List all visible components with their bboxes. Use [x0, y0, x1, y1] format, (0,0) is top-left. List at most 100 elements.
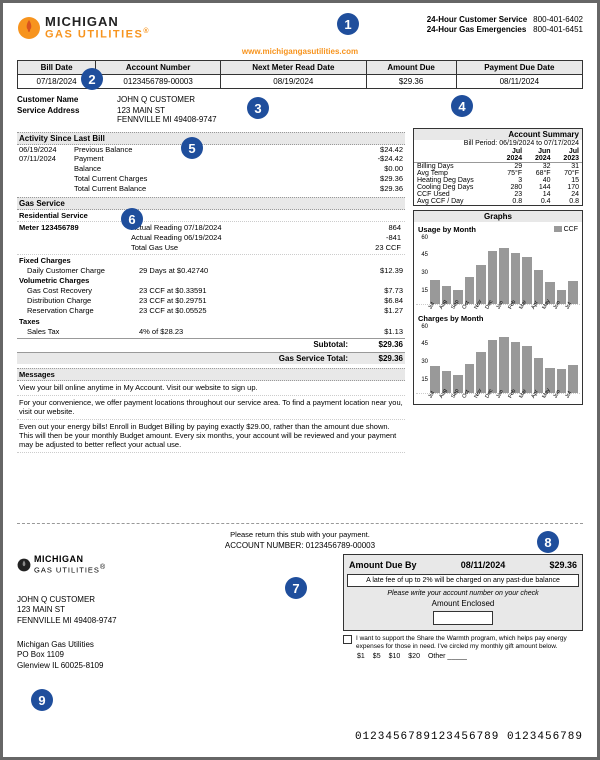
chart-bar: [511, 253, 521, 303]
graphs-header: Graphs: [414, 211, 582, 222]
amount-due-label: Amount Due By: [349, 560, 417, 570]
amount-due-date: 08/11/2024: [461, 560, 506, 570]
callout-2: 2: [81, 68, 103, 90]
callout-8: 8: [537, 531, 559, 553]
amount-due-box: Amount Due By 08/11/2024 $29.36 A late fee…: [343, 554, 583, 631]
cs-line1: 24-Hour Customer Service: [427, 15, 527, 24]
callout-9: 9: [31, 689, 53, 711]
callout-4: 4: [451, 95, 473, 117]
fixed-charges-header: Fixed Charges: [17, 255, 405, 266]
header-col: Account Number: [96, 60, 221, 74]
charges-chart: 60453015JulAugSepOctNovDecJanFebMarAprMa…: [416, 324, 580, 394]
meter-reading-row: Actual Reading 07/18/2024864: [129, 223, 403, 233]
activity-row: Total Current Charges$29.36: [17, 174, 405, 184]
service-address-label: Service Address: [17, 106, 107, 124]
charge-row: Reservation Charge23 CCF at $0.05525$1.2…: [17, 306, 405, 316]
warmth-options: $1 $5 $10 $20 Other _____: [343, 653, 583, 660]
chart-bar: [488, 251, 498, 304]
cs-line2: 24-Hour Gas Emergencies: [427, 25, 527, 34]
account-summary-title: Account Summary: [414, 129, 582, 140]
callout-7: 7: [285, 577, 307, 599]
customer-address-block: JOHN Q CUSTOMER123 MAIN STFENNVILLE MI 4…: [17, 595, 335, 626]
flame-icon: [17, 16, 41, 40]
warmth-option[interactable]: $20: [408, 653, 420, 660]
charge-row: Sales Tax4% of $28.23$1.13: [17, 327, 405, 337]
amount-due-value: $29.36: [549, 560, 577, 570]
warmth-option[interactable]: Other _____: [428, 653, 467, 660]
meter-reading-row: Actual Reading 06/19/2024-841: [129, 233, 403, 243]
header-val: $29.36: [366, 74, 456, 88]
messages-section: Messages View your bill online anytime i…: [17, 368, 405, 453]
logo-small: MICHIGANGAS UTILITIES®: [17, 554, 335, 575]
chart-bar: [511, 342, 521, 392]
graphs-panel: Graphs Usage by Month CCF 60453015JulAugS…: [413, 210, 583, 405]
customer-name-label: Customer Name: [17, 95, 107, 104]
customer-name: JOHN Q CUSTOMER: [117, 95, 195, 104]
charges-chart-title: Charges by Month: [418, 314, 483, 323]
warmth-option[interactable]: $10: [389, 653, 401, 660]
share-warmth-block: I want to support the Share the Warmth p…: [343, 635, 583, 651]
chart-bar: [476, 352, 486, 393]
stub-account-number: ACCOUNT NUMBER: 0123456789-00003: [17, 541, 583, 550]
website-link[interactable]: www.michigangasutilities.com: [17, 47, 583, 56]
gas-total-amount: $29.36: [358, 354, 403, 363]
warmth-option[interactable]: $5: [373, 653, 381, 660]
logo-line2: GAS UTILITIES®: [45, 28, 150, 41]
chart-bar: [488, 340, 498, 393]
header-val: 0123456789-00003: [96, 74, 221, 88]
late-fee-notice: A late fee of up to 2% will be charged o…: [347, 574, 579, 587]
warmth-checkbox[interactable]: [343, 635, 352, 644]
account-summary: Account Summary Bill Period: 06/19/2024 …: [413, 128, 583, 206]
chart-bar: [499, 248, 509, 304]
charge-row: Daily Customer Charge29 Days at $0.42740…: [17, 266, 405, 276]
header-col: Payment Due Date: [456, 60, 582, 74]
header: MICHIGAN GAS UTILITIES® 24-Hour Customer…: [17, 15, 583, 41]
cs-phone2: 800-401-6451: [533, 25, 583, 35]
customer-addr2: FENNVILLE MI 49408-9747: [117, 115, 217, 124]
callout-6: 6: [121, 208, 143, 230]
chart-bar: [499, 337, 509, 393]
cs-phone1: 800-401-6402: [533, 15, 583, 25]
gas-service-header: Gas Service: [17, 197, 405, 210]
activity-row: 06/19/2024Previous Balance$24.42: [17, 145, 405, 155]
stub-return-text: Please return this stub with your paymen…: [17, 530, 583, 539]
charge-row: Distribution Charge23 CCF at $0.29751$6.…: [17, 296, 405, 306]
usage-chart: 60453015JulAugSepOctNovDecJanFebMarAprMa…: [416, 235, 580, 305]
callout-3: 3: [247, 97, 269, 119]
residential-service: Residential Service: [17, 210, 405, 222]
logo: MICHIGAN GAS UTILITIES®: [17, 15, 150, 41]
ocr-line: 0123456789123456789 0123456789: [355, 731, 583, 743]
message-item: View your bill online anytime in My Acco…: [17, 381, 405, 396]
header-col: Next Meter Read Date: [221, 60, 366, 74]
subtotal-label: Subtotal:: [19, 340, 358, 349]
header-col: Amount Due: [366, 60, 456, 74]
volumetric-charges-header: Volumetric Charges: [17, 275, 405, 286]
subtotal-amount: $29.36: [358, 340, 403, 349]
header-val: 08/11/2024: [456, 74, 582, 88]
taxes-header: Taxes: [17, 316, 405, 327]
charge-row: Gas Cost Recovery23 CCF at $0.33591$7.73: [17, 286, 405, 296]
usage-chart-title: Usage by Month: [418, 225, 476, 234]
amount-enclosed-input[interactable]: [433, 611, 493, 625]
messages-header: Messages: [17, 368, 405, 381]
logo-line1: MICHIGAN: [45, 15, 150, 28]
amount-enclosed-label: Amount Enclosed: [347, 598, 579, 609]
callout-1: 1: [337, 13, 359, 35]
warmth-option[interactable]: $1: [357, 653, 365, 660]
account-summary-period: Bill Period: 06/19/2024 to 07/17/2024: [414, 140, 582, 148]
activity-header: Activity Since Last Bill: [17, 132, 405, 145]
message-item: For your convenience, we offer payment l…: [17, 396, 405, 420]
usage-legend: CCF: [554, 225, 578, 234]
callout-5: 5: [181, 137, 203, 159]
flame-icon: [17, 558, 31, 572]
activity-row: Total Current Balance$29.36: [17, 184, 405, 194]
write-account-notice: Please write your account number on your…: [347, 589, 579, 598]
activity-row: Balance$0.00: [17, 164, 405, 174]
customer-addr1: 123 MAIN ST: [117, 106, 165, 115]
customer-service-block: 24-Hour Customer Service 24-Hour Gas Eme…: [427, 15, 583, 34]
warmth-text: I want to support the Share the Warmth p…: [356, 635, 583, 651]
message-item: Even out your energy bills! Enroll in Bu…: [17, 420, 405, 453]
bill-page: 1 2 3 4 5 6 7 8 9 MICHIGAN GAS UTILITIES…: [0, 0, 600, 760]
activity-row: 07/11/2024Payment-$24.42: [17, 154, 405, 164]
meter-label: Meter 123456789: [19, 223, 129, 252]
